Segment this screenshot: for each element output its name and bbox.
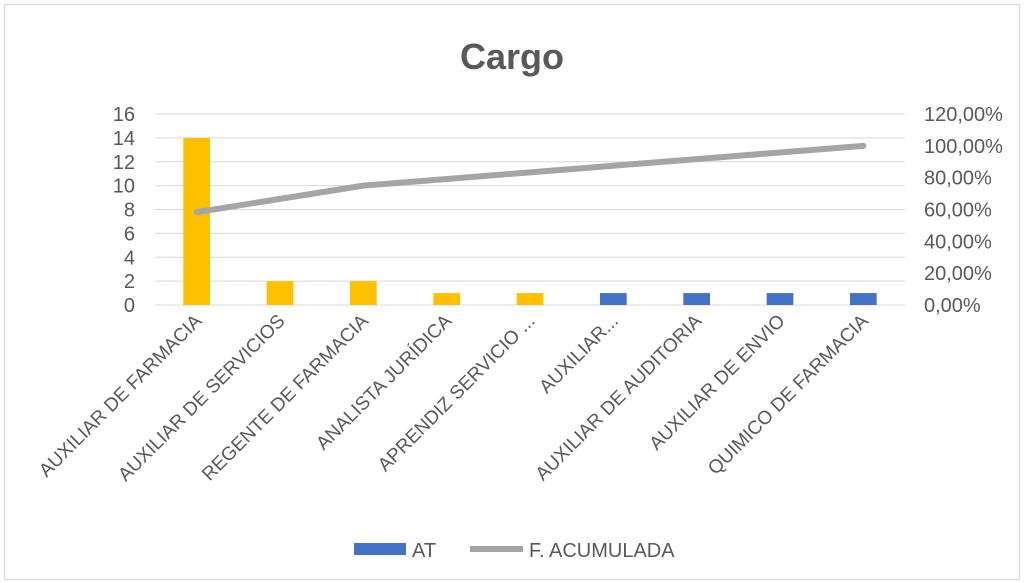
y-left-tick-label: 16: [113, 104, 135, 126]
y-right-tick-label: 20,00%: [924, 263, 992, 285]
y-left-tick-label: 2: [124, 271, 135, 293]
legend-label-at: AT: [412, 540, 436, 562]
bar: [600, 293, 627, 305]
bar: [683, 293, 710, 305]
category-label: AUXILIAR DE FARMACIA: [35, 310, 206, 481]
y-left-tick-label: 8: [124, 200, 135, 222]
bar: [516, 293, 544, 305]
chart-title: Cargo: [459, 36, 564, 77]
category-label: AUXILIAR DE SERVICIOS: [114, 311, 289, 486]
bar: [266, 281, 294, 305]
bar: [850, 293, 877, 305]
cumulative-line: [193, 142, 867, 216]
category-label: AUXILIAR...: [536, 311, 623, 398]
bar: [183, 137, 210, 305]
category-label: QUIMICO DE FARMACIA: [704, 310, 873, 479]
y-left-tick-label: 0: [124, 295, 135, 317]
legend-swatch-at: [354, 543, 406, 555]
category-label: AUXILIAR DE ENVIO: [646, 311, 790, 455]
y-left-tick-label: 4: [124, 247, 135, 269]
y-left-tick-label: 10: [113, 176, 135, 198]
y-right-tick-label: 0,00%: [924, 295, 981, 317]
category-label: REGENTE DE FARMACIA: [198, 310, 373, 485]
y-right-tick-label: 80,00%: [924, 168, 992, 190]
bar: [350, 281, 377, 305]
category-label: AUXILIAR DE AUDITORIA: [532, 310, 707, 485]
y-left-tick-label: 6: [124, 223, 135, 245]
category-label: ANALISTA JURÍDICA: [312, 310, 456, 454]
y-left-tick-label: 12: [113, 152, 135, 174]
legend-label-acumulada: F. ACUMULADA: [529, 540, 675, 562]
bar: [766, 293, 794, 305]
category-label: APRENDIZ SERVICIO ...: [374, 311, 539, 476]
y-right-tick-label: 100,00%: [924, 136, 1003, 158]
chart-frame: [4, 4, 1020, 580]
y-right-tick-label: 60,00%: [924, 200, 992, 222]
y-left-tick-label: 14: [113, 128, 135, 150]
y-right-tick-label: 40,00%: [924, 231, 992, 253]
y-right-tick-label: 120,00%: [924, 104, 1003, 126]
bar: [433, 293, 460, 305]
